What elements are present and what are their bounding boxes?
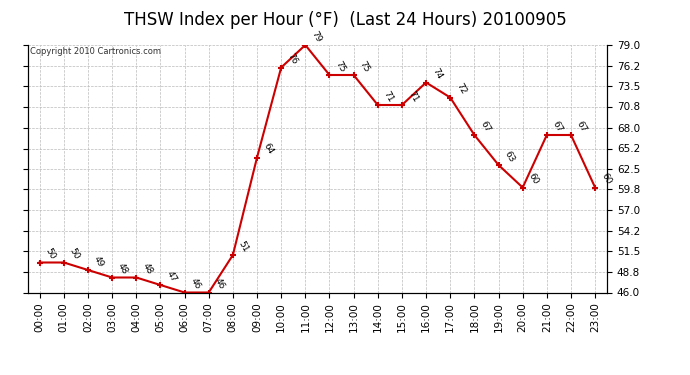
Text: 67: 67 [479,119,492,134]
Text: 48: 48 [117,262,130,276]
Text: 50: 50 [44,247,57,261]
Text: 71: 71 [406,89,420,104]
Text: 72: 72 [455,82,468,96]
Text: 64: 64 [262,142,275,156]
Text: 76: 76 [286,52,299,66]
Text: 67: 67 [551,119,564,134]
Text: 75: 75 [334,59,347,74]
Text: Copyright 2010 Cartronics.com: Copyright 2010 Cartronics.com [30,48,161,57]
Text: 49: 49 [92,254,106,268]
Text: THSW Index per Hour (°F)  (Last 24 Hours) 20100905: THSW Index per Hour (°F) (Last 24 Hours)… [124,11,566,29]
Text: 51: 51 [237,239,250,254]
Text: 60: 60 [600,172,613,186]
Text: 46: 46 [189,277,202,291]
Text: 74: 74 [431,67,444,81]
Text: 50: 50 [68,247,81,261]
Text: 63: 63 [503,149,516,164]
Text: 47: 47 [165,269,178,284]
Text: 46: 46 [213,277,226,291]
Text: 48: 48 [141,262,154,276]
Text: 67: 67 [575,119,589,134]
Text: 75: 75 [358,59,371,74]
Text: 71: 71 [382,89,395,104]
Text: 79: 79 [310,29,323,44]
Text: 60: 60 [527,172,540,186]
